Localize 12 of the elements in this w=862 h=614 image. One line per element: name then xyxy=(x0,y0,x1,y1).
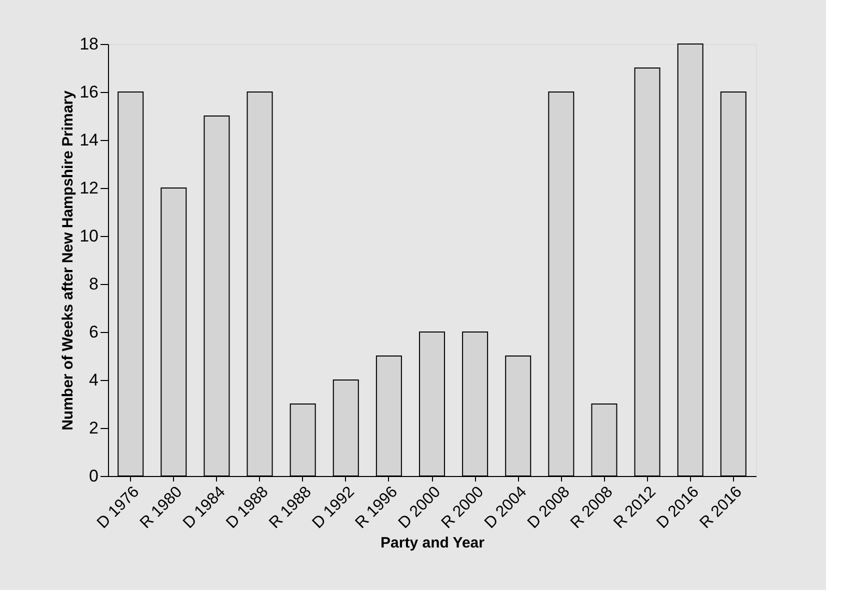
y-tick-label: 10 xyxy=(80,226,98,246)
x-axis-title: Party and Year xyxy=(380,534,485,552)
y-tick-label: 18 xyxy=(80,34,98,54)
y-tick-label: 6 xyxy=(89,322,98,342)
y-tick-label: 4 xyxy=(89,370,98,390)
y-tick-label: 0 xyxy=(89,466,98,486)
y-tick-label: 14 xyxy=(80,130,98,150)
y-tick-label: 16 xyxy=(80,82,98,102)
y-tick-label: 2 xyxy=(89,418,98,438)
y-axis-title: Number of Weeks after New Hampshire Primary xyxy=(60,90,77,430)
y-tick-label: 8 xyxy=(89,274,98,294)
y-tick-label: 12 xyxy=(80,178,98,198)
